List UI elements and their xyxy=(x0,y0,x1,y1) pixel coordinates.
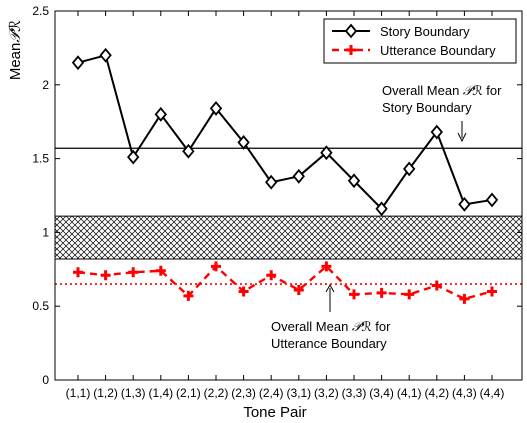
series-utterance-point xyxy=(128,267,139,278)
series-story-point xyxy=(265,174,278,190)
y-tick-label: 1.5 xyxy=(32,152,49,166)
x-tick-label: (1,4) xyxy=(148,386,173,400)
annotation-story-symbol: 𝒫ℛ xyxy=(463,83,483,98)
series-utterance-point xyxy=(349,289,359,300)
series-utterance-point xyxy=(404,289,415,300)
legend-story-label: Story Boundary xyxy=(380,24,470,39)
x-tick-label: (3,2) xyxy=(314,386,339,400)
annotation-utterance-line1: Overall Mean xyxy=(271,319,352,334)
y-tick-label: 1 xyxy=(42,225,49,239)
series-utterance-point xyxy=(100,270,111,281)
series-story-point xyxy=(485,192,499,208)
annotation-utterance-line2: Utterance Boundary xyxy=(271,336,387,351)
annotation-story-mean: Overall Mean 𝒫ℛ for Story Boundary xyxy=(382,83,502,143)
series-story-point xyxy=(320,145,333,161)
series-utterance-point xyxy=(459,293,470,304)
x-tick-label: (3,1) xyxy=(286,386,311,400)
annotation-story-arrow-head xyxy=(457,132,467,143)
axes-layer: 00.511.522.5(1,1) (1,2) (1,3) (1,4) (2,1) (2,… xyxy=(32,4,523,400)
series-story-point xyxy=(154,106,167,122)
x-tick-label: (2,1) xyxy=(176,386,201,400)
x-tick-label: (4,2) xyxy=(424,386,449,400)
series-utterance-point xyxy=(266,270,277,281)
x-tick-label: (3,4) xyxy=(369,386,394,400)
series-utterance-point xyxy=(238,286,249,297)
annotation-utterance-symbol: 𝒫ℛ xyxy=(352,319,372,334)
y-tick-label: 2.5 xyxy=(32,4,49,18)
y-tick-label: 0 xyxy=(42,373,49,387)
series-utterance-point xyxy=(431,280,442,291)
series-story-point xyxy=(347,173,361,189)
x-tick-label: (3,3) xyxy=(342,386,367,400)
x-tick-label: (1,2) xyxy=(93,386,118,400)
series-layer xyxy=(71,47,499,304)
plot-frame xyxy=(54,10,523,381)
annotation-utterance-arrow-head xyxy=(325,283,335,293)
legend-box xyxy=(323,18,517,64)
reference-lines-layer xyxy=(55,147,522,285)
series-utterance-point xyxy=(211,261,221,272)
annotation-utterance-suffix: for xyxy=(372,319,391,334)
series-story-point xyxy=(209,101,223,116)
y-axis-title-text: Mean xyxy=(7,43,24,81)
series-story-point xyxy=(458,196,471,212)
series-story-point xyxy=(292,168,305,184)
y-tick-label: 2 xyxy=(42,78,49,92)
series-utterance-point xyxy=(321,261,332,272)
y-tick-label: 0.5 xyxy=(32,299,49,313)
series-story-point xyxy=(182,143,195,159)
series-story-line xyxy=(77,54,493,210)
series-utterance-point xyxy=(487,286,497,297)
svg-text:Overall Mean 𝒫ℛ for: Overall Mean 𝒫ℛ for xyxy=(271,319,391,334)
x-tick-label: (4,4) xyxy=(480,386,505,400)
hatched-band xyxy=(55,216,522,259)
series-story-point xyxy=(430,124,443,140)
series-story-point xyxy=(99,47,112,63)
legend-utterance-label: Utterance Boundary xyxy=(380,43,496,58)
annotation-utterance-mean: Overall Mean 𝒫ℛ for Utterance Boundary xyxy=(271,283,391,351)
x-tick-label: (4,3) xyxy=(452,386,477,400)
x-tick-label: (4,1) xyxy=(397,386,422,400)
series-utterance-point xyxy=(376,287,387,298)
x-tick-label: (1,3) xyxy=(121,386,146,400)
x-tick-label: (2,4) xyxy=(259,386,284,400)
x-axis-title: Tone Pair xyxy=(243,404,306,421)
hatched-band-layer xyxy=(55,215,522,260)
x-tick-label: (2,2) xyxy=(204,386,229,400)
x-tick-label: (2,3) xyxy=(231,386,256,400)
series-utterance-point xyxy=(73,267,83,278)
series-story-point xyxy=(375,201,388,217)
y-axis-title-symbol: 𝒫ℛ xyxy=(7,20,24,43)
series-utterance-line xyxy=(77,265,493,301)
legend-story-marker xyxy=(344,23,358,39)
series-story-point xyxy=(127,149,140,165)
annotation-story-line1: Overall Mean xyxy=(382,83,463,98)
series-story-point xyxy=(237,134,250,150)
series-utterance-point xyxy=(293,284,304,295)
annotation-story-line2: Story Boundary xyxy=(382,100,472,115)
series-story-point xyxy=(403,161,416,177)
series-utterance-point xyxy=(155,265,166,276)
legend: Story Boundary Utterance Boundary xyxy=(323,18,517,64)
y-axis-title: Mean𝒫ℛ xyxy=(7,20,24,80)
annotation-story-suffix: for xyxy=(483,83,502,98)
series-utterance-point xyxy=(183,290,194,301)
x-tick-label: (1,1) xyxy=(66,386,91,400)
svg-text:Overall Mean 𝒫ℛ for: Overall Mean 𝒫ℛ for xyxy=(382,83,502,98)
legend-utterance-marker xyxy=(346,45,356,55)
series-story-point xyxy=(71,55,85,71)
